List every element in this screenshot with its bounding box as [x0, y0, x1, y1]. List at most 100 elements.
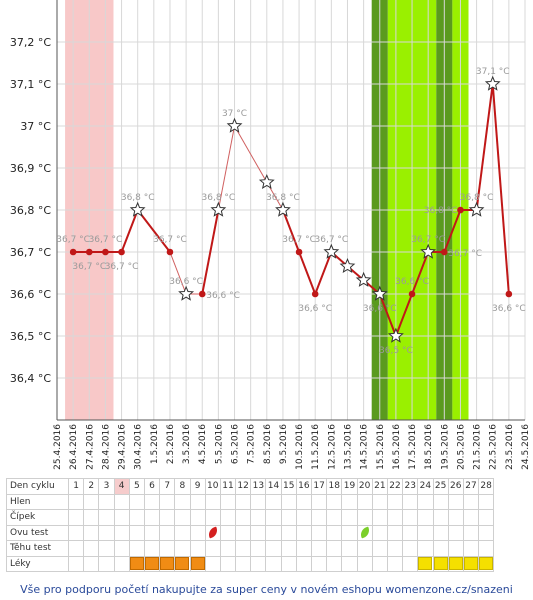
cycle-cell[interactable] [295, 493, 313, 510]
cycle-cell[interactable] [447, 493, 464, 510]
cycle-cell[interactable] [280, 524, 297, 541]
cycle-cell[interactable] [159, 493, 176, 510]
cycle-cell[interactable] [174, 524, 191, 541]
footer-text[interactable]: Vše pro podporu početí nakupujte za supe… [20, 583, 513, 596]
cycle-cell[interactable] [341, 493, 358, 510]
cycle-cell[interactable] [417, 524, 434, 541]
cycle-cell[interactable] [67, 509, 85, 526]
cycle-cell[interactable] [326, 524, 343, 541]
cycle-cell[interactable] [265, 540, 282, 557]
cycle-cell[interactable] [432, 509, 449, 526]
cycle-cell[interactable] [113, 509, 130, 526]
cycle-cell[interactable] [174, 493, 191, 510]
cycle-cell[interactable] [462, 509, 480, 526]
cycle-cell[interactable] [447, 509, 464, 526]
cycle-cell[interactable] [235, 493, 252, 510]
cycle-cell[interactable] [478, 555, 495, 572]
cycle-cell[interactable] [356, 555, 373, 572]
cycle-cell[interactable] [250, 524, 267, 541]
cycle-cell[interactable] [143, 540, 161, 557]
cycle-cell[interactable] [478, 524, 495, 541]
cycle-cell[interactable] [128, 524, 145, 541]
cycle-cell[interactable] [143, 509, 161, 526]
cycle-cell[interactable] [250, 555, 267, 572]
cycle-cell[interactable] [235, 509, 252, 526]
cycle-cell[interactable] [189, 555, 206, 572]
cycle-cell[interactable] [280, 509, 297, 526]
cycle-cell[interactable] [356, 540, 373, 557]
cycle-cell[interactable] [402, 509, 419, 526]
cycle-cell[interactable] [98, 493, 115, 510]
cycle-cell[interactable] [326, 555, 343, 572]
cycle-cell[interactable] [402, 555, 419, 572]
cycle-cell[interactable] [341, 555, 358, 572]
cycle-cell[interactable] [386, 555, 404, 572]
cycle-cell[interactable] [204, 555, 221, 572]
cycle-cell[interactable] [371, 493, 388, 510]
cycle-cell[interactable] [417, 509, 434, 526]
cycle-cell[interactable] [113, 493, 130, 510]
cycle-cell[interactable] [143, 555, 161, 572]
cycle-cell[interactable] [219, 493, 237, 510]
cycle-cell[interactable] [371, 540, 388, 557]
cycle-cell[interactable] [265, 555, 282, 572]
cycle-cell[interactable] [189, 493, 206, 510]
cycle-cell[interactable] [310, 509, 328, 526]
cycle-cell[interactable] [447, 524, 464, 541]
cycle-cell[interactable] [128, 540, 145, 557]
cycle-cell[interactable] [83, 493, 100, 510]
cycle-cell[interactable] [432, 555, 449, 572]
cycle-cell[interactable] [204, 524, 221, 541]
cycle-cell[interactable] [265, 493, 282, 510]
cycle-cell[interactable] [67, 555, 85, 572]
cycle-cell[interactable] [417, 555, 434, 572]
cycle-cell[interactable] [295, 555, 313, 572]
cycle-cell[interactable] [113, 540, 130, 557]
cycle-cell[interactable] [341, 524, 358, 541]
cycle-cell[interactable] [189, 540, 206, 557]
cycle-cell[interactable] [265, 524, 282, 541]
cycle-cell[interactable] [310, 555, 328, 572]
cycle-cell[interactable] [98, 540, 115, 557]
cycle-cell[interactable] [371, 509, 388, 526]
cycle-cell[interactable] [356, 493, 373, 510]
cycle-cell[interactable] [235, 540, 252, 557]
cycle-cell[interactable] [159, 524, 176, 541]
cycle-cell[interactable] [83, 555, 100, 572]
cycle-cell[interactable] [189, 509, 206, 526]
cycle-cell[interactable] [83, 524, 100, 541]
cycle-cell[interactable] [432, 540, 449, 557]
cycle-cell[interactable] [356, 524, 373, 541]
cycle-cell[interactable] [386, 524, 404, 541]
cycle-cell[interactable] [432, 493, 449, 510]
cycle-cell[interactable] [204, 540, 221, 557]
cycle-cell[interactable] [417, 493, 434, 510]
cycle-cell[interactable] [219, 524, 237, 541]
cycle-cell[interactable] [402, 493, 419, 510]
cycle-cell[interactable] [386, 509, 404, 526]
cycle-cell[interactable] [326, 493, 343, 510]
cycle-cell[interactable] [386, 493, 404, 510]
cycle-cell[interactable] [67, 524, 85, 541]
cycle-cell[interactable] [447, 555, 464, 572]
cycle-cell[interactable] [478, 540, 495, 557]
cycle-cell[interactable] [113, 555, 130, 572]
cycle-cell[interactable] [341, 509, 358, 526]
cycle-cell[interactable] [83, 540, 100, 557]
cycle-cell[interactable] [128, 555, 145, 572]
cycle-cell[interactable] [250, 493, 267, 510]
cycle-cell[interactable] [295, 524, 313, 541]
cycle-cell[interactable] [128, 509, 145, 526]
cycle-cell[interactable] [386, 540, 404, 557]
cycle-cell[interactable] [310, 524, 328, 541]
cycle-cell[interactable] [478, 493, 495, 510]
cycle-cell[interactable] [83, 509, 100, 526]
cycle-cell[interactable] [204, 509, 221, 526]
cycle-cell[interactable] [280, 555, 297, 572]
cycle-cell[interactable] [113, 524, 130, 541]
cycle-cell[interactable] [462, 540, 480, 557]
cycle-cell[interactable] [280, 540, 297, 557]
cycle-cell[interactable] [174, 509, 191, 526]
cycle-cell[interactable] [402, 540, 419, 557]
cycle-cell[interactable] [219, 555, 237, 572]
